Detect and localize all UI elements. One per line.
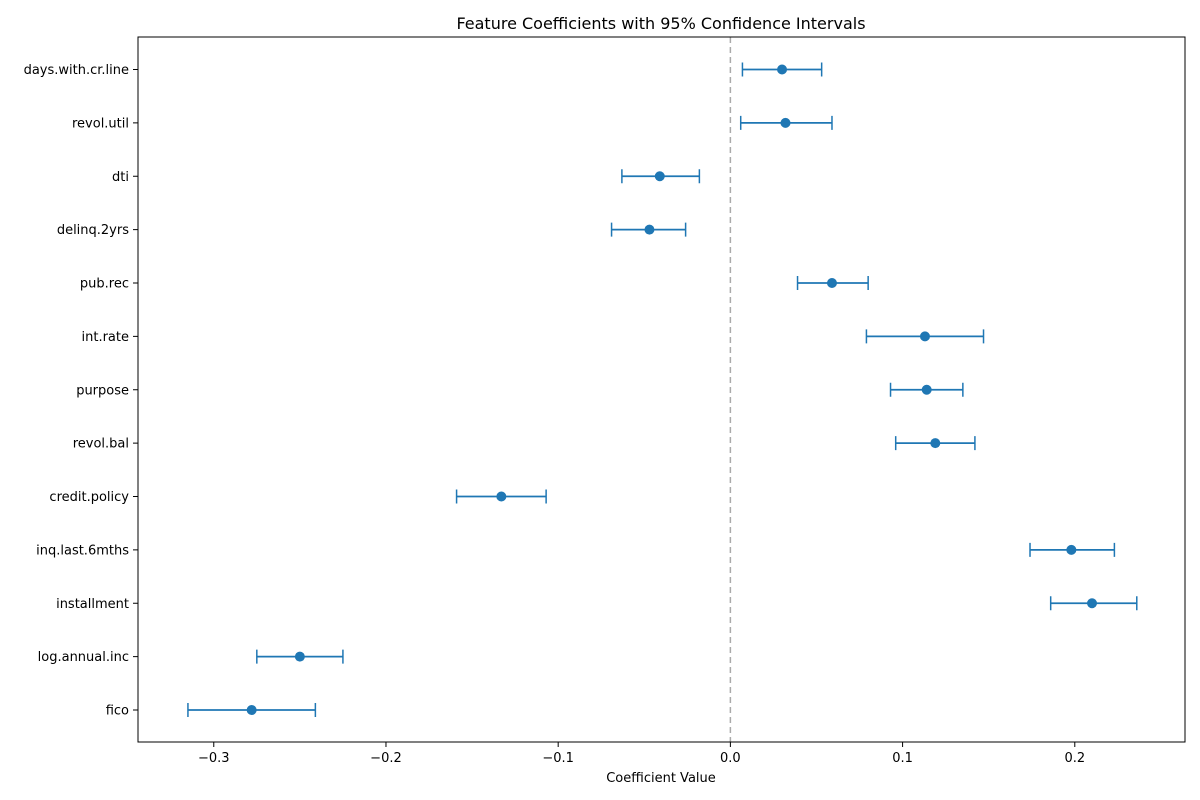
y-tick-label: credit.policy — [49, 490, 129, 505]
y-axis: days.with.cr.line revol.util dti delinq.2yr… — [24, 63, 138, 719]
coefficient-point — [644, 224, 655, 235]
coefficient-row — [610, 222, 687, 237]
coefficient-row — [741, 62, 823, 77]
y-tick-label: dti — [112, 170, 129, 185]
coefficient-row — [1049, 596, 1138, 611]
coefficient-point — [780, 117, 791, 128]
y-tick-label: fico — [106, 704, 129, 719]
coefficient-point — [777, 64, 788, 75]
coefficient-point — [1066, 544, 1077, 555]
y-tick-label: purpose — [76, 383, 129, 398]
y-tick-label: days.with.cr.line — [24, 63, 129, 78]
coefficient-point — [496, 491, 507, 502]
coefficient-row — [256, 649, 344, 664]
coefficient-row — [1029, 542, 1116, 557]
plot-area — [187, 37, 1138, 742]
x-tick-label: 0.1 — [892, 751, 913, 766]
coefficient-row — [739, 115, 833, 130]
coefficient-point — [826, 278, 837, 288]
x-tick-label: −0.1 — [542, 751, 574, 766]
coefficient-row — [796, 276, 869, 290]
coefficient-point — [294, 651, 305, 662]
y-tick-label: pub.rec — [80, 277, 129, 292]
x-tick-label: −0.2 — [370, 751, 402, 766]
x-tick-label: −0.3 — [198, 751, 230, 766]
y-tick-label: log.annual.inc — [38, 650, 129, 665]
y-tick-label: revol.util — [72, 116, 129, 131]
coefficient-point — [654, 171, 665, 182]
coefficient-row — [187, 703, 317, 717]
x-tick-label: 0.2 — [1064, 751, 1085, 766]
y-tick-label: installment — [56, 597, 129, 612]
coefficient-row — [889, 382, 964, 397]
y-tick-label: delinq.2yrs — [57, 223, 129, 238]
coefficient-row — [865, 329, 985, 344]
coefficient-row — [894, 436, 976, 451]
coefficient-point — [1087, 598, 1098, 609]
y-tick-label: int.rate — [82, 330, 130, 345]
x-tick-label: 0.0 — [720, 751, 741, 766]
coefficient-row — [621, 169, 701, 184]
coefficient-point — [921, 384, 932, 395]
coefficient-point — [246, 705, 257, 715]
x-axis: −0.3 −0.2 −0.1 0.0 0.1 0.2 — [198, 742, 1085, 766]
chart-title: Feature Coefficients with 95% Confidence… — [456, 14, 865, 33]
y-tick-label: inq.last.6mths — [36, 543, 129, 558]
x-axis-label: Coefficient Value — [606, 771, 716, 786]
coefficient-point — [930, 438, 941, 449]
coefficient-row — [455, 489, 547, 504]
y-tick-label: revol.bal — [73, 437, 129, 452]
coefficient-point — [919, 331, 930, 342]
